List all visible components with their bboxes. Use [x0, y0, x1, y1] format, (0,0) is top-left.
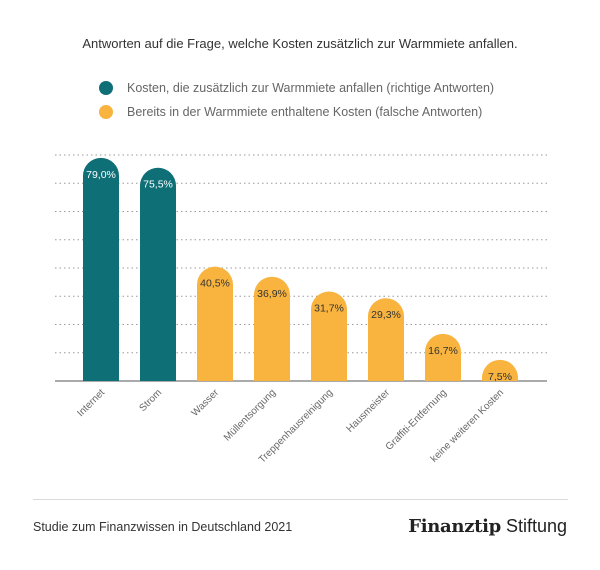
legend-label-correct: Kosten, die zusätzlich zur Warmmiete anf…: [127, 81, 495, 95]
legend-item-wrong: Bereits in der Warmmiete enthaltene Kost…: [99, 101, 494, 123]
data-label: 36,9%: [257, 288, 287, 300]
legend-dot-wrong: [99, 105, 113, 119]
data-label: 7,5%: [488, 371, 512, 383]
bar: [83, 157, 119, 381]
bar: [140, 167, 176, 381]
bar: [254, 276, 290, 381]
x-tick-label: Wasser: [190, 387, 222, 419]
x-tick-label: Graffiti-Entfernung: [384, 387, 449, 452]
brand-logo: Finanztip Stiftung: [408, 516, 567, 537]
chart-title: Antworten auf die Frage, welche Kosten z…: [82, 36, 518, 51]
brand-suffix: Stiftung: [505, 516, 567, 536]
legend-dot-correct: [99, 81, 113, 95]
legend-item-correct: Kosten, die zusätzlich zur Warmmiete anf…: [99, 77, 494, 99]
data-label: 79,0%: [86, 169, 116, 181]
source-note: Studie zum Finanzwissen in Deutschland 2…: [33, 520, 293, 534]
bar: [425, 333, 461, 381]
data-label: 40,5%: [200, 278, 230, 290]
x-tick-label: Müllentsorgung: [222, 387, 278, 443]
data-label: 31,7%: [314, 302, 344, 314]
x-tick-label: Internet: [75, 387, 107, 419]
bar: [311, 291, 347, 381]
bar: [368, 298, 404, 381]
bar: [197, 266, 233, 381]
brand-name: Finanztip: [408, 516, 501, 537]
bar: [482, 359, 518, 381]
legend: Kosten, die zusätzlich zur Warmmiete anf…: [99, 77, 494, 125]
x-tick-label: Hausmeister: [345, 387, 393, 435]
bar-chart: 79,0% Internet 75,5% Strom 40,5% Wasser 36,9% M…: [55, 154, 547, 466]
data-label: 29,3%: [371, 309, 401, 321]
footer-divider: [33, 499, 568, 500]
x-tick-label: Strom: [137, 387, 164, 414]
data-label: 16,7%: [428, 345, 458, 357]
data-label: 75,5%: [143, 179, 173, 191]
legend-label-wrong: Bereits in der Warmmiete enthaltene Kost…: [127, 105, 483, 119]
